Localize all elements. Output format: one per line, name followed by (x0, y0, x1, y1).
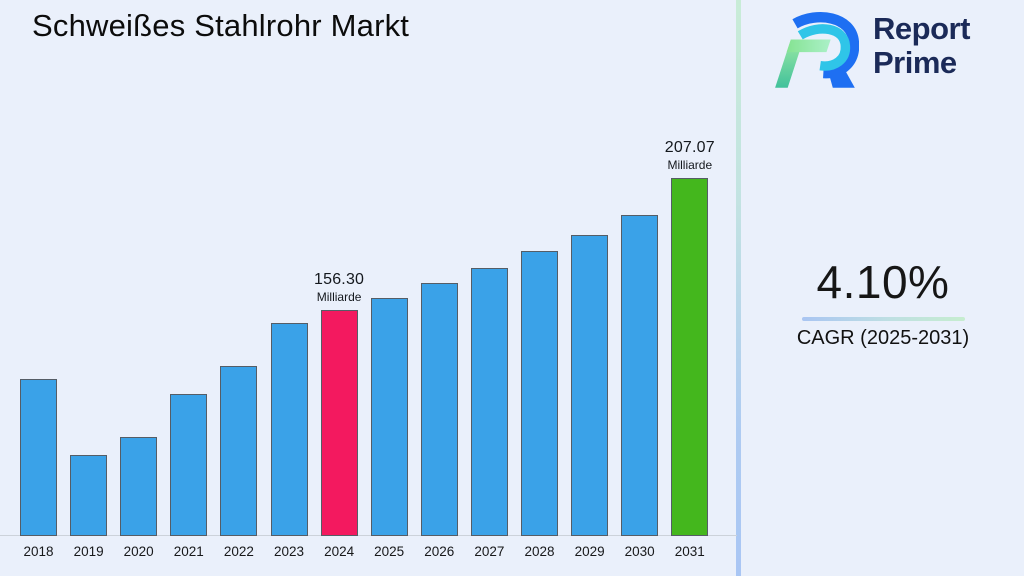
bar-2019 (70, 455, 108, 536)
vertical-divider (736, 0, 741, 576)
bar-chart: 2018 2019 2020 2021 2022 2023 2024 2025 2026 2027… (0, 139, 738, 559)
bar-2020 (120, 437, 158, 536)
bar-value-2031: 207.07 (664, 139, 715, 156)
x-axis-label-2023: 2023 (273, 544, 305, 559)
bar-2029 (571, 235, 609, 536)
bar-2024 (320, 310, 358, 536)
x-axis-label-2027: 2027 (474, 544, 505, 559)
x-axis-label-2020: 2020 (123, 544, 154, 559)
bar-2027 (470, 268, 508, 536)
brand-wordmark: Report Prime (873, 12, 970, 80)
bar-2022 (220, 366, 258, 536)
brand-wordmark-line2: Prime (873, 45, 957, 80)
report-prime-logo-icon (775, 12, 859, 88)
x-axis-label-2025: 2025 (374, 544, 405, 559)
cagr-panel: 4.10% CAGR (2025-2031) (742, 255, 1024, 350)
bar-2030 (621, 215, 659, 536)
page-title: Schweißes Stahlrohr Markt (32, 8, 410, 43)
cagr-label: CAGR (2025-2031) (796, 327, 970, 349)
x-axis-label-2024: 2024 (324, 544, 355, 559)
cagr-value: 4.10% (816, 256, 950, 308)
x-axis-label-2029: 2029 (574, 544, 605, 559)
bar-2028 (521, 251, 558, 536)
x-axis-line (0, 535, 737, 536)
bar-2023 (270, 323, 308, 536)
x-axis-label-2030: 2030 (624, 544, 655, 559)
x-axis-label-2022: 2022 (223, 544, 254, 559)
x-axis-label-2026: 2026 (424, 544, 455, 559)
x-axis-label-2021: 2021 (173, 544, 204, 559)
bar-unit-2024: Milliarde (316, 290, 362, 304)
x-axis-label-2019: 2019 (73, 544, 104, 559)
bar-2026 (420, 283, 458, 536)
bar-value-label-2031: 207.07 Milliarde (642, 139, 738, 172)
bar-value-label-2024: 156.30 Milliarde (291, 271, 387, 304)
bar-2025 (370, 298, 408, 536)
bar-value-2024: 156.30 (314, 271, 365, 288)
bar-unit-2031: Milliarde (667, 158, 713, 172)
bar-2021 (170, 394, 208, 536)
x-axis-label-2018: 2018 (23, 544, 54, 559)
bar-2018 (20, 379, 57, 536)
brand-logo: Report Prime (773, 10, 970, 90)
cagr-underline (801, 317, 965, 321)
x-axis-label-2028: 2028 (524, 544, 555, 559)
x-axis-label-2031: 2031 (674, 544, 705, 559)
brand-wordmark-line1: Report (873, 11, 970, 46)
bar-2031 (671, 178, 709, 536)
